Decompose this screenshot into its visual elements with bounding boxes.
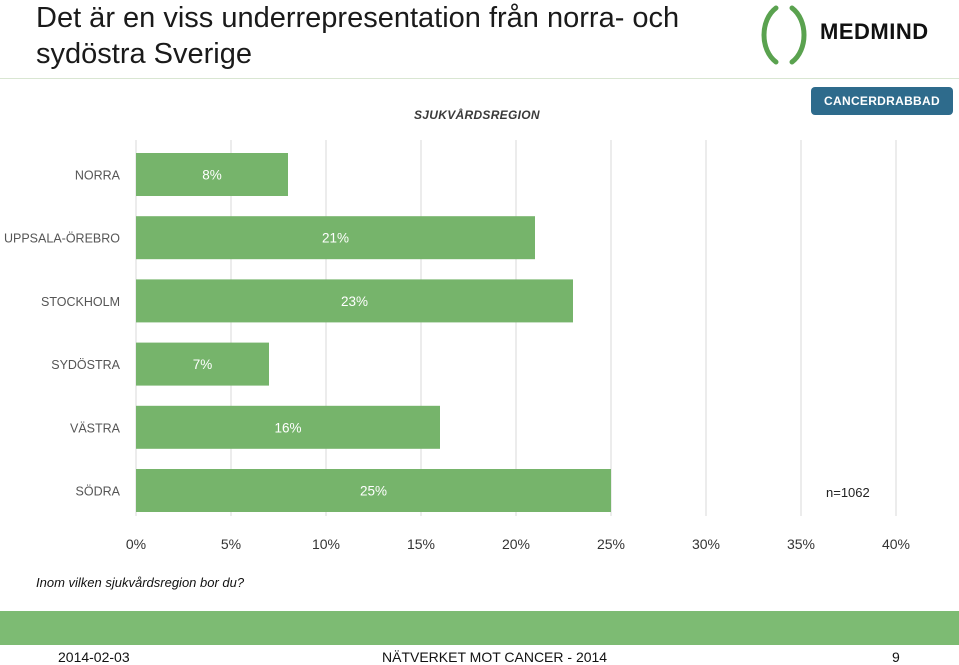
- category-label: UPPSALA-ÖREBRO: [4, 232, 120, 246]
- x-tick-label: 0%: [126, 536, 146, 552]
- footer-bar: [0, 645, 959, 663]
- data-label: 25%: [360, 484, 387, 499]
- x-tick-label: 30%: [692, 536, 720, 552]
- data-label: 8%: [202, 168, 222, 183]
- slide-title: Det är en viss underrepresentation från …: [36, 2, 680, 70]
- category-label: NORRA: [75, 169, 121, 183]
- bar: [136, 216, 535, 260]
- bar: [136, 469, 611, 512]
- x-tick-label: 40%: [882, 536, 910, 552]
- x-tick-label: 5%: [221, 536, 241, 552]
- bar: [136, 342, 269, 386]
- bar: [136, 405, 440, 449]
- footer-center-text: NÄTVERKET MOT CANCER - 2014: [382, 649, 608, 665]
- bar: [136, 279, 573, 323]
- x-tick-label: 20%: [502, 536, 530, 552]
- parenthesis-logo-icon: [761, 5, 807, 65]
- bar: [136, 153, 288, 196]
- data-label: 7%: [193, 357, 213, 372]
- legend-cancerdrabbad: CANCERDRABBAD: [811, 87, 953, 115]
- survey-question: Inom vilken sjukvårdsregion bor du?: [36, 575, 245, 590]
- x-tick-label: 10%: [312, 536, 340, 552]
- category-label: SYDÖSTRA: [51, 358, 120, 372]
- data-label: 16%: [274, 420, 301, 435]
- logo-wordmark: MEDMIND: [820, 19, 929, 44]
- x-tick-label: 35%: [787, 536, 815, 552]
- bar-chart-svg: 0% 5% 10% 15% 20% 25% 30% 35% 40% NORRA 8% UPPSALA-…: [4, 140, 910, 552]
- region-header: SJUKVÅRDSREGION: [414, 108, 540, 122]
- footer-page-number: 9: [892, 649, 900, 665]
- data-label: 21%: [322, 231, 349, 246]
- category-label: VÄSTRA: [70, 421, 121, 435]
- x-tick-label: 25%: [597, 536, 625, 552]
- medmind-logo: [758, 4, 953, 66]
- sample-size-label: n=1062: [826, 485, 870, 500]
- header-divider: [0, 78, 959, 79]
- category-label: SÖDRA: [76, 485, 121, 499]
- bar-chart: 0% 5% 10% 15% 20% 25% 30% 35% 40% NORRA 8% UPPSALA-…: [0, 140, 959, 560]
- footer-date: 2014-02-03: [58, 649, 130, 665]
- data-label: 23%: [341, 294, 368, 309]
- x-tick-label: 15%: [407, 536, 435, 552]
- category-label: STOCKHOLM: [41, 295, 120, 309]
